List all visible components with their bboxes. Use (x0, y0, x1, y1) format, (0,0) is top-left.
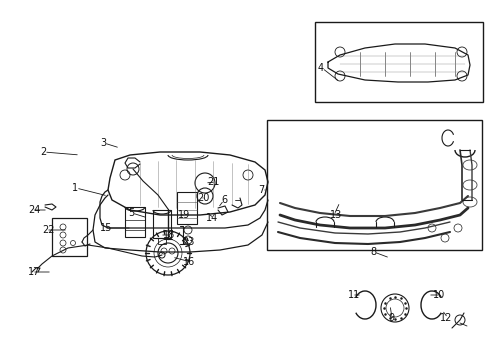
Text: 5: 5 (128, 208, 134, 218)
Text: 20: 20 (197, 193, 209, 203)
Text: 11: 11 (347, 290, 360, 300)
Text: 7: 7 (258, 185, 264, 195)
Text: 8: 8 (369, 247, 375, 257)
Text: 6: 6 (222, 195, 227, 205)
Text: 16: 16 (183, 257, 195, 267)
Text: 13: 13 (329, 210, 342, 220)
Bar (52, 218, 87, 256)
Bar (125, 207, 145, 237)
Text: 14: 14 (205, 213, 218, 223)
Text: 2: 2 (40, 147, 46, 157)
Text: 22: 22 (42, 225, 54, 235)
Bar (177, 192, 197, 224)
Bar (266, 120, 481, 250)
Text: 9: 9 (387, 313, 393, 323)
Text: 10: 10 (432, 290, 444, 300)
Text: 18: 18 (163, 230, 175, 240)
Text: 4: 4 (317, 63, 324, 73)
Bar (158, 238, 165, 244)
Text: 17: 17 (28, 267, 41, 277)
Text: 1: 1 (72, 183, 78, 193)
Text: 3: 3 (100, 138, 106, 148)
Text: 24: 24 (28, 205, 41, 215)
Text: 15: 15 (100, 223, 112, 233)
Bar (153, 210, 171, 238)
Bar (314, 22, 482, 102)
Text: 23: 23 (182, 237, 195, 247)
Text: 21: 21 (207, 177, 220, 187)
Text: 12: 12 (439, 313, 451, 323)
Text: 19: 19 (177, 210, 190, 220)
